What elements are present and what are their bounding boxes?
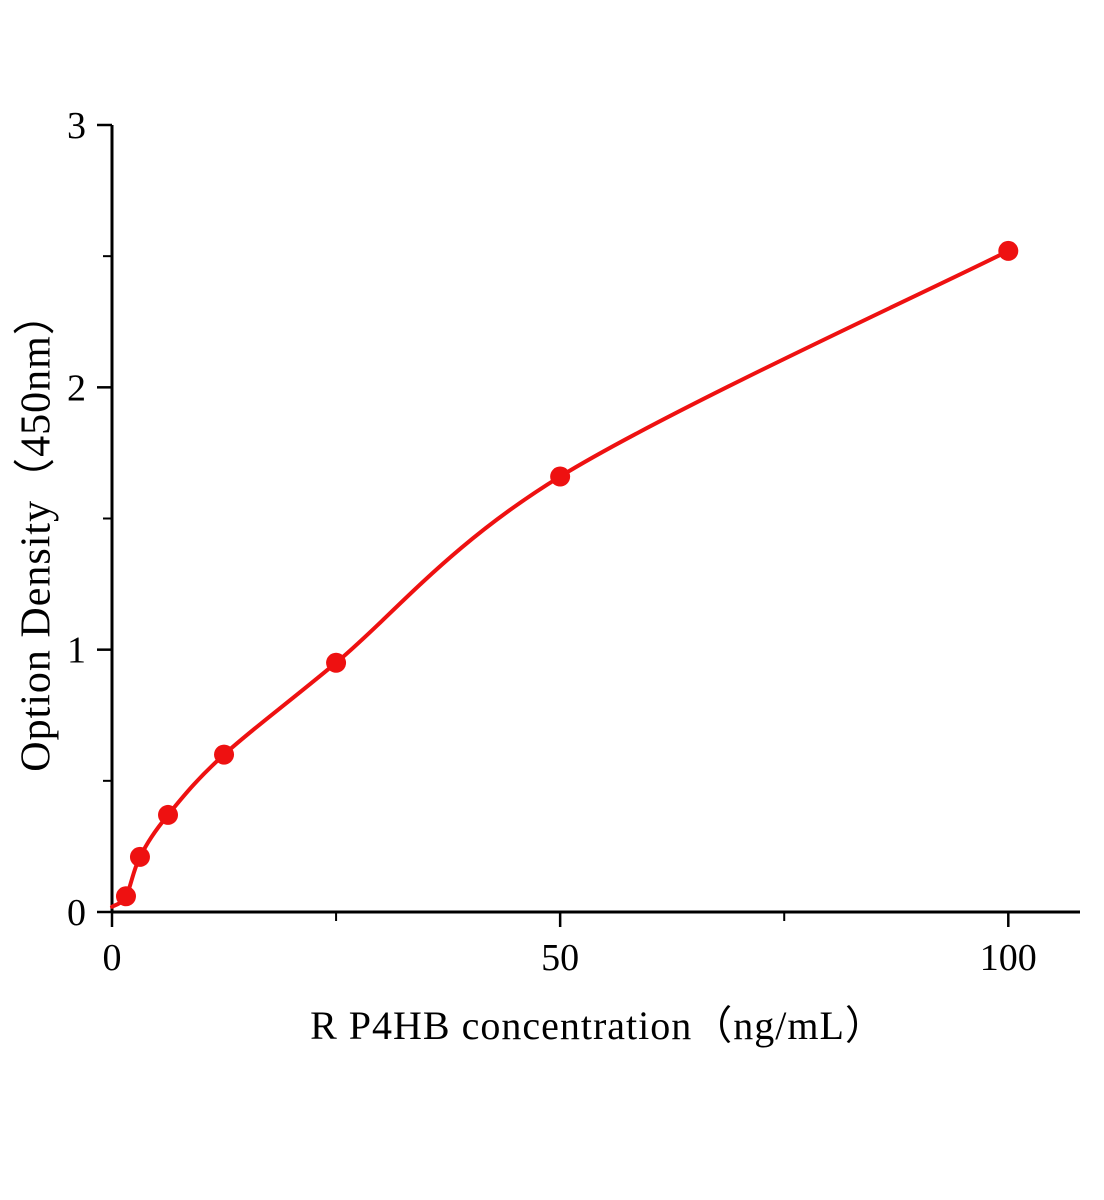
x-tick-label: 50 bbox=[541, 937, 579, 979]
x-axis-title: R P4HB concentration（ng/mL） bbox=[310, 1003, 886, 1048]
y-tick-label: 3 bbox=[67, 105, 86, 147]
data-point bbox=[550, 466, 571, 487]
y-tick-label: 2 bbox=[67, 367, 86, 409]
data-point bbox=[214, 744, 235, 765]
data-point bbox=[115, 886, 136, 907]
x-tick-label: 0 bbox=[103, 937, 122, 979]
y-axis-title: Option Density（450nm） bbox=[13, 292, 60, 772]
data-point bbox=[326, 652, 347, 673]
x-tick-label: 100 bbox=[980, 937, 1037, 979]
y-tick-label: 0 bbox=[67, 892, 86, 934]
y-tick-label: 1 bbox=[67, 630, 86, 672]
data-point bbox=[998, 240, 1019, 261]
fit-curve bbox=[110, 248, 1011, 909]
data-point bbox=[129, 846, 150, 867]
data-point bbox=[158, 804, 179, 825]
